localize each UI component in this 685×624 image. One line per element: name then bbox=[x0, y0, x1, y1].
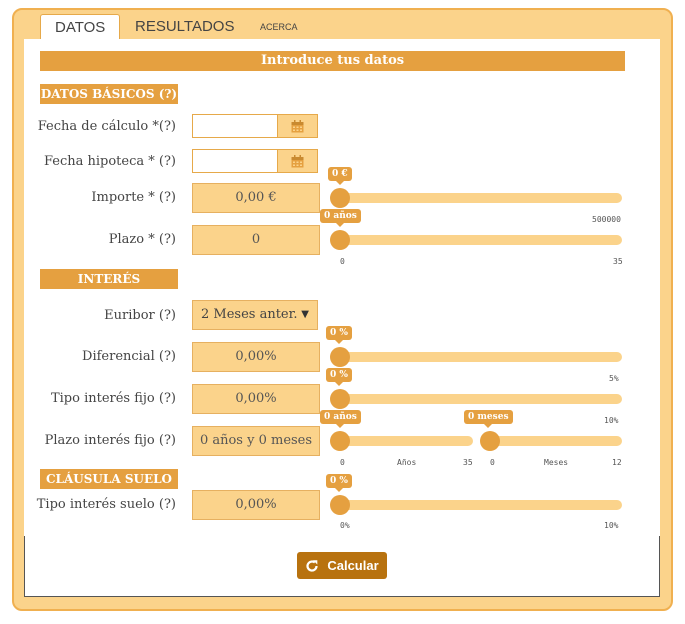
plazo-fijo-years-max: 35 bbox=[463, 458, 473, 467]
plazo-fijo-months-tooltip: 0 meses bbox=[464, 410, 513, 428]
plazo-slider-tooltip: 0 años bbox=[320, 209, 361, 227]
tipo-suelo-slider-min: 0% bbox=[340, 521, 350, 530]
diferencial-label: Diferencial (?) bbox=[82, 349, 176, 364]
calcular-button[interactable]: Calcular bbox=[297, 552, 387, 579]
plazo-fijo-input[interactable]: 0 años y 0 meses bbox=[192, 426, 320, 456]
tipo-suelo-slider-tooltip: 0 % bbox=[326, 474, 352, 492]
tipo-suelo-input[interactable]: 0,00% bbox=[192, 490, 320, 520]
section-interes: INTERÉS bbox=[40, 269, 178, 289]
importe-slider-track[interactable] bbox=[340, 193, 622, 203]
panel-border bbox=[24, 536, 660, 597]
plazo-fijo-label: Plazo interés fijo (?) bbox=[44, 433, 176, 448]
tipo-suelo-slider-max: 10% bbox=[604, 521, 619, 530]
diferencial-slider-handle[interactable] bbox=[330, 347, 350, 367]
plazo-slider-track[interactable] bbox=[332, 235, 622, 245]
tab-acerca-de[interactable]: ACERCA DE bbox=[260, 22, 298, 58]
importe-label: Importe * (?) bbox=[91, 190, 176, 205]
fecha-calculo-label: Fecha de cálculo *(?) bbox=[37, 119, 176, 134]
fecha-hipoteca-label: Fecha hipoteca * (?) bbox=[43, 154, 176, 169]
diferencial-input[interactable]: 0,00% bbox=[192, 342, 320, 372]
plazo-fijo-months-handle[interactable] bbox=[480, 431, 500, 451]
form-banner: Introduce tus datos bbox=[40, 51, 625, 71]
tipo-fijo-input[interactable]: 0,00% bbox=[192, 384, 320, 414]
fecha-hipoteca-field[interactable] bbox=[192, 149, 318, 173]
plazo-input[interactable]: 0 bbox=[192, 225, 320, 255]
diferencial-slider-track[interactable] bbox=[340, 352, 622, 362]
importe-slider-max: 500000 bbox=[592, 215, 621, 224]
plazo-fijo-years-track[interactable] bbox=[332, 436, 473, 446]
plazo-fijo-months-max: 12 bbox=[612, 458, 622, 467]
diferencial-slider-max: 5% bbox=[609, 374, 619, 383]
importe-input[interactable]: 0,00 € bbox=[192, 183, 320, 213]
plazo-fijo-months-unit: Meses bbox=[544, 458, 569, 467]
plazo-fijo-years-min: 0 bbox=[340, 458, 345, 467]
tipo-fijo-label: Tipo interés fijo (?) bbox=[50, 391, 176, 406]
plazo-fijo-months-min: 0 bbox=[490, 458, 495, 467]
tipo-fijo-slider-handle[interactable] bbox=[330, 389, 350, 409]
tipo-fijo-slider-track[interactable] bbox=[340, 394, 622, 404]
section-datos-basicos[interactable]: DATOS BÁSICOS (?) bbox=[40, 84, 178, 104]
tipo-suelo-slider-handle[interactable] bbox=[330, 495, 350, 515]
calendar-icon[interactable] bbox=[277, 115, 317, 137]
plazo-label: Plazo * (?) bbox=[108, 232, 176, 247]
plazo-fijo-years-tooltip: 0 años bbox=[320, 410, 361, 428]
calcular-label: Calcular bbox=[327, 558, 379, 573]
plazo-fijo-years-unit: Años bbox=[397, 458, 417, 467]
plazo-fijo-years-handle[interactable] bbox=[330, 431, 350, 451]
section-clausula-suelo: CLÁUSULA SUELO bbox=[40, 469, 178, 489]
plazo-slider-max: 35 bbox=[613, 257, 623, 266]
tipo-fijo-slider-tooltip: 0 % bbox=[326, 368, 352, 386]
refresh-icon bbox=[306, 559, 318, 572]
calendar-icon[interactable] bbox=[277, 150, 317, 172]
euribor-label: Euribor (?) bbox=[104, 308, 176, 323]
tipo-fijo-slider-max: 10% bbox=[604, 416, 619, 425]
tab-datos[interactable]: DATOS bbox=[40, 14, 121, 40]
importe-slider-handle[interactable] bbox=[330, 188, 350, 208]
euribor-select[interactable]: 2 Meses anter. ▼ bbox=[192, 300, 318, 330]
importe-slider-tooltip: 0 € bbox=[328, 167, 352, 185]
tipo-suelo-slider-track[interactable] bbox=[340, 500, 622, 510]
chevron-down-icon: ▼ bbox=[301, 309, 309, 320]
euribor-selected: 2 Meses anter. bbox=[201, 307, 298, 322]
plazo-fijo-months-track[interactable] bbox=[482, 436, 622, 446]
fecha-calculo-field[interactable] bbox=[192, 114, 318, 138]
plazo-slider-min: 0 bbox=[340, 257, 345, 266]
tipo-suelo-label: Tipo interés suelo (?) bbox=[36, 497, 176, 512]
diferencial-slider-tooltip: 0 % bbox=[326, 326, 352, 344]
tab-resultados[interactable]: RESULTADOS bbox=[135, 18, 235, 35]
plazo-slider-handle[interactable] bbox=[330, 230, 350, 250]
